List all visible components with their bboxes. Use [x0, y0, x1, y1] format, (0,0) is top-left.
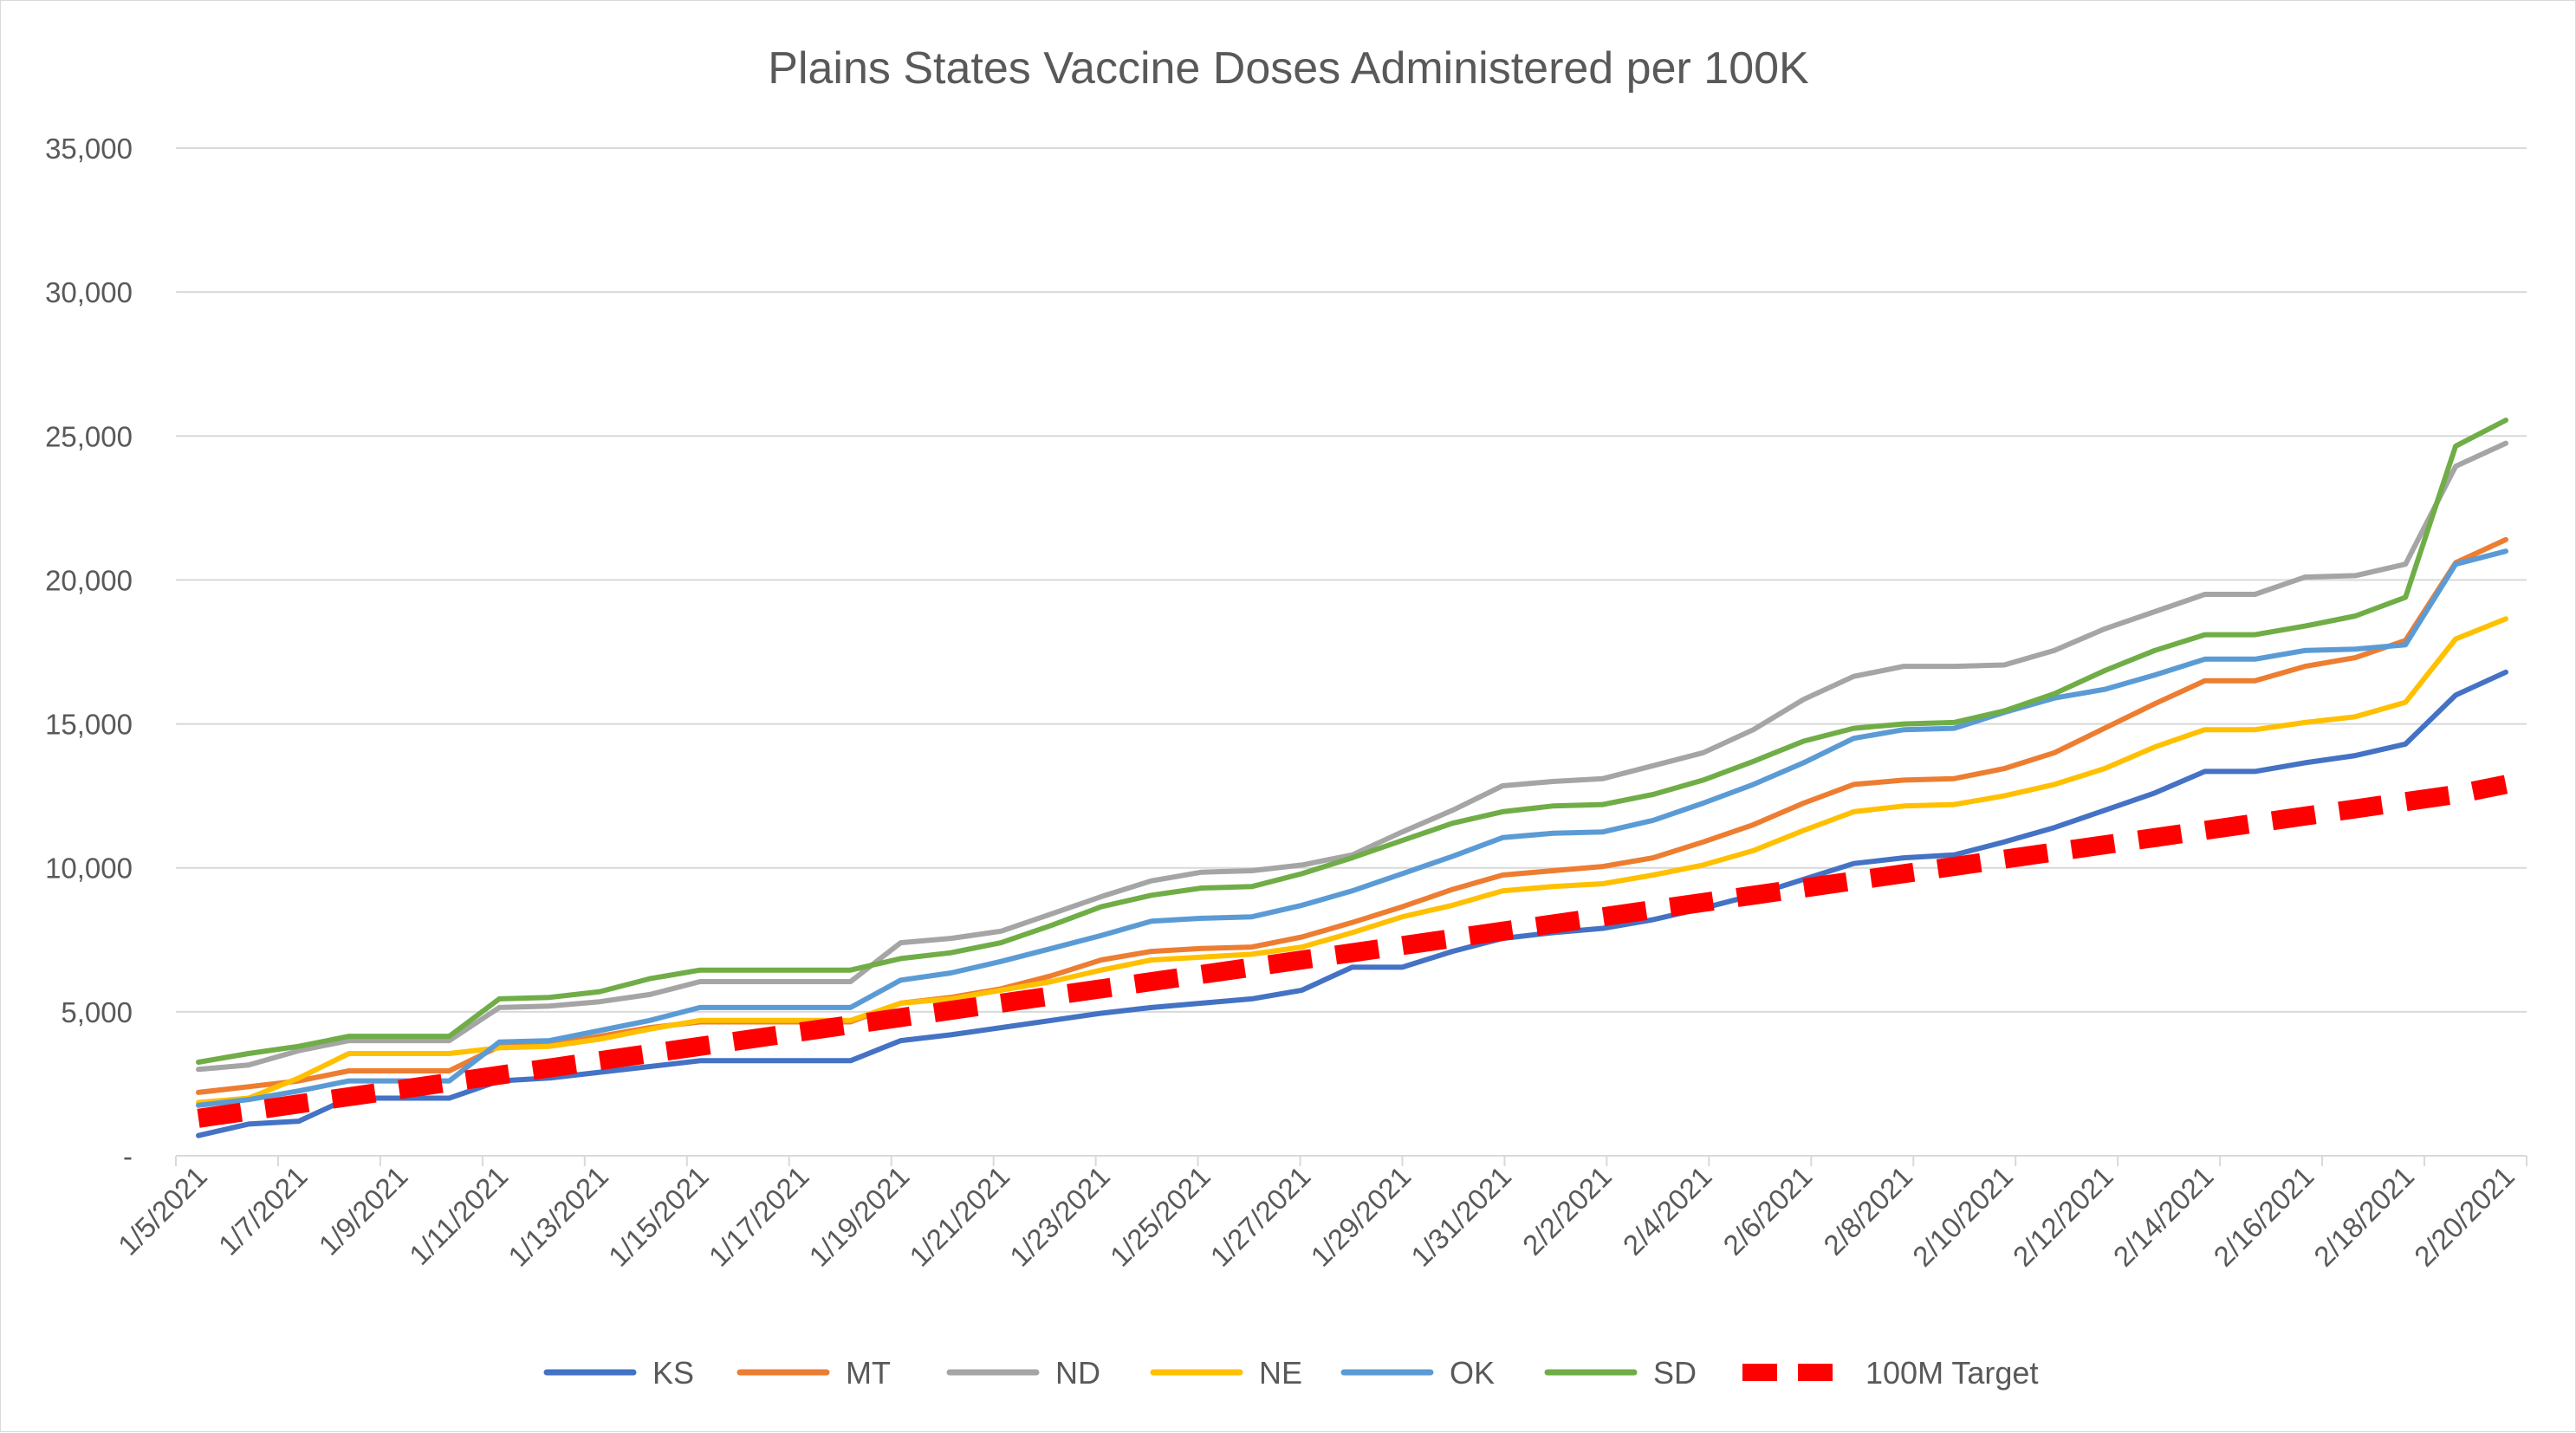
- legend-label: MT: [846, 1355, 891, 1391]
- y-tick-label: 5,000: [61, 996, 133, 1028]
- y-axis-ticks: - 5,000 10,000 15,000 20,000 25,000 30,000 35,0…: [45, 133, 133, 1172]
- x-tick-label: 1/5/2021: [112, 1160, 213, 1261]
- x-tick-label: 2/2/2021: [1516, 1160, 1618, 1261]
- y-tick-label: 20,000: [45, 564, 133, 596]
- legend-label: OK: [1450, 1355, 1495, 1391]
- x-tick-label: 2/20/2021: [2408, 1160, 2521, 1273]
- x-tick-label: 1/25/2021: [1104, 1160, 1217, 1273]
- legend-label: ND: [1055, 1355, 1100, 1391]
- x-tick-label: 1/27/2021: [1204, 1160, 1317, 1273]
- y-tick-label: 10,000: [45, 853, 133, 885]
- x-tick-label: 1/31/2021: [1405, 1160, 1517, 1273]
- x-tick-label: 2/14/2021: [2107, 1160, 2220, 1273]
- series-line-100m-target: [197, 775, 2508, 1128]
- x-tick-label: 2/8/2021: [1817, 1160, 1918, 1261]
- series-line-ks: [196, 669, 2508, 1138]
- y-tick-label: 25,000: [45, 420, 133, 452]
- x-tick-label: 2/12/2021: [2007, 1160, 2119, 1273]
- x-tick-label: 1/19/2021: [802, 1160, 915, 1273]
- y-tick-label: -: [123, 1140, 133, 1172]
- x-tick-label: 1/17/2021: [703, 1160, 815, 1273]
- legend: KS MT ND NE OK SD 100M Target: [543, 1355, 2038, 1391]
- series-line-ok: [196, 548, 2508, 1108]
- y-tick-label: 30,000: [45, 276, 133, 308]
- legend-label: 100M Target: [1865, 1355, 2038, 1391]
- x-tick-label: 1/21/2021: [903, 1160, 1015, 1273]
- x-tick-label: 1/7/2021: [212, 1160, 314, 1261]
- x-axis-ticks: 1/5/20211/7/20211/9/20211/11/20211/13/20…: [112, 1160, 2521, 1273]
- x-tick-label: 1/29/2021: [1304, 1160, 1417, 1273]
- series-lines: [196, 418, 2508, 1138]
- legend-label: SD: [1653, 1355, 1697, 1391]
- series-line-nd: [196, 440, 2508, 1073]
- x-tick-label: 1/11/2021: [403, 1160, 514, 1271]
- x-axis: [175, 1155, 2527, 1166]
- x-tick-label: 2/6/2021: [1716, 1160, 1818, 1261]
- series-line-sd: [196, 418, 2508, 1065]
- x-tick-label: 2/16/2021: [2207, 1160, 2320, 1273]
- y-tick-label: 15,000: [45, 709, 133, 741]
- y-tick-label: 35,000: [45, 133, 133, 165]
- legend-label: KS: [652, 1355, 694, 1391]
- x-tick-label: 1/23/2021: [1003, 1160, 1116, 1273]
- x-tick-label: 1/9/2021: [313, 1160, 414, 1261]
- gridlines: [176, 147, 2527, 1013]
- x-tick-label: 1/13/2021: [502, 1160, 614, 1273]
- x-tick-label: 2/18/2021: [2307, 1160, 2420, 1273]
- chart-title: Plains States Vaccine Doses Administered…: [768, 43, 1809, 94]
- series-line-mt: [196, 536, 2508, 1095]
- x-tick-label: 1/15/2021: [602, 1160, 715, 1273]
- x-tick-label: 2/4/2021: [1617, 1160, 1718, 1261]
- x-tick-label: 2/10/2021: [1906, 1160, 2019, 1273]
- series-line-ne: [196, 616, 2508, 1106]
- legend-label: NE: [1259, 1355, 1302, 1391]
